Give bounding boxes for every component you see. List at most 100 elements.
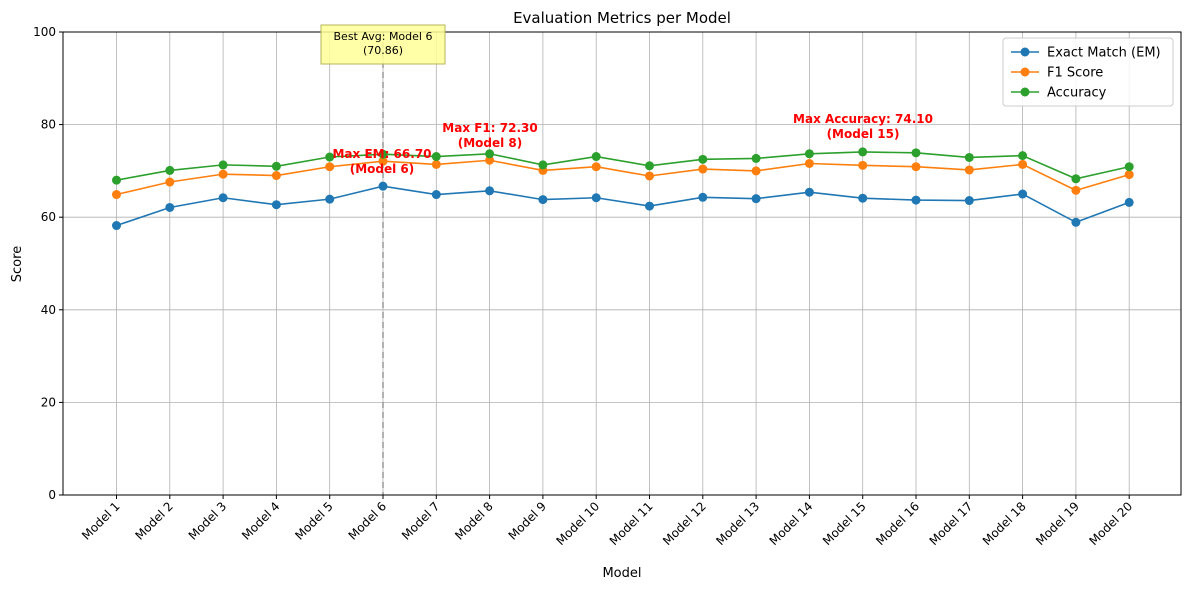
data-point: [1018, 151, 1028, 161]
data-point: [751, 153, 761, 163]
data-point: [112, 175, 121, 185]
data-point: [751, 194, 761, 204]
y-tick-label: 20: [41, 395, 56, 409]
data-point: [378, 156, 388, 166]
legend-label: F1 Score: [1047, 66, 1103, 81]
data-point: [698, 164, 708, 174]
data-point: [165, 202, 175, 212]
legend-label: Accuracy: [1047, 86, 1107, 101]
data-point: [858, 193, 868, 203]
data-point: [804, 149, 814, 159]
data-point: [804, 187, 814, 197]
y-tick-label: 60: [41, 210, 56, 224]
x-tick-label: Model 8: [452, 499, 495, 542]
legend-item: Accuracy: [1011, 86, 1107, 101]
annotations: Max EM: 66.70(Model 6)Max F1: 72.30(Mode…: [320, 24, 933, 176]
data-point: [964, 196, 974, 206]
data-point: [218, 160, 228, 170]
series-layer: [112, 147, 1134, 231]
best-avg-title: Best Avg: Model 6: [334, 30, 433, 43]
data-point: [911, 162, 921, 172]
data-point: [325, 162, 335, 172]
data-point: [378, 149, 388, 159]
legend-marker: [1020, 67, 1030, 77]
legend-item: F1 Score: [1011, 66, 1103, 81]
series-line: [116, 151, 1130, 181]
x-tick-label: Model 1: [79, 499, 122, 542]
data-point: [964, 165, 974, 175]
y-tick-label: 40: [41, 303, 56, 317]
legend-marker: [1020, 87, 1030, 97]
data-point: [591, 162, 601, 172]
series-f1-score: [112, 155, 1134, 200]
data-point: [1071, 174, 1081, 184]
series-line: [116, 159, 1130, 196]
axes: 0 20 40 60 80 100 Model 1 Model 2 Model 3 Model 4…: [33, 25, 1135, 548]
data-point: [431, 152, 441, 162]
x-tick-label: Model 6: [346, 499, 389, 542]
x-tick-label: Model 2: [132, 499, 175, 542]
data-point: [325, 152, 335, 162]
data-point: [431, 190, 441, 200]
y-tick-label: 100: [33, 25, 56, 39]
x-tick-label: Model 11: [607, 499, 656, 548]
data-point: [698, 192, 708, 202]
y-axis-title: Score: [10, 246, 25, 282]
data-point: [1018, 159, 1028, 169]
data-point: [325, 194, 335, 204]
data-point: [1124, 162, 1134, 172]
data-point: [804, 158, 814, 168]
series-line: [116, 185, 1130, 227]
data-point: [1071, 185, 1081, 195]
x-tick-label: Model 13: [713, 499, 762, 548]
data-point: [1018, 189, 1028, 199]
data-point: [271, 200, 281, 210]
max-annotation-title: Max Accuracy: 74.10: [793, 112, 933, 126]
x-tick-label: Model 9: [506, 499, 549, 542]
data-point: [591, 193, 601, 203]
x-tick-label: Model 16: [873, 499, 922, 548]
x-tick-label: Model 5: [292, 499, 335, 542]
x-tick-label: Model 12: [660, 499, 709, 548]
max-annotation-model: (Model 15): [827, 127, 900, 141]
data-point: [645, 201, 654, 211]
data-point: [911, 148, 921, 158]
data-point: [271, 161, 281, 171]
legend-box: [1002, 37, 1174, 107]
data-point: [1124, 197, 1134, 207]
x-tick-label: Model 14: [767, 499, 816, 548]
data-point: [538, 160, 548, 170]
best-avg-box: [320, 24, 446, 65]
data-point: [751, 166, 761, 176]
data-point: [538, 195, 548, 205]
data-point: [591, 152, 601, 162]
data-point: [218, 193, 228, 203]
legend: Exact Match (EM) F1 Score Accuracy: [1002, 37, 1174, 107]
data-point: [485, 155, 495, 165]
legend-item: Exact Match (EM): [1011, 46, 1161, 61]
plot-frame: [62, 31, 1182, 496]
data-point: [165, 165, 175, 175]
legend-marker: [1020, 47, 1030, 57]
max-annotation-title: Max F1: 72.30: [442, 121, 537, 135]
best-avg-value: (70.86): [363, 44, 403, 57]
y-tick-label: 80: [41, 118, 56, 132]
grid: [63, 32, 1181, 495]
data-point: [112, 221, 121, 231]
data-point: [378, 181, 388, 191]
x-tick-label: Model 4: [239, 499, 282, 542]
x-tick-label: Model 20: [1086, 499, 1135, 548]
data-point: [645, 171, 654, 181]
max-annotation-title: Max EM: 66.70: [332, 147, 431, 161]
max-annotation-model: (Model 6): [350, 162, 415, 176]
series-accuracy: [112, 147, 1134, 185]
data-point: [431, 159, 441, 169]
data-point: [1124, 170, 1134, 180]
data-point: [911, 195, 921, 205]
data-point: [1071, 217, 1081, 227]
x-tick-label: Model 3: [186, 499, 229, 542]
max-annotation-model: (Model 8): [458, 136, 523, 150]
data-point: [485, 186, 495, 196]
